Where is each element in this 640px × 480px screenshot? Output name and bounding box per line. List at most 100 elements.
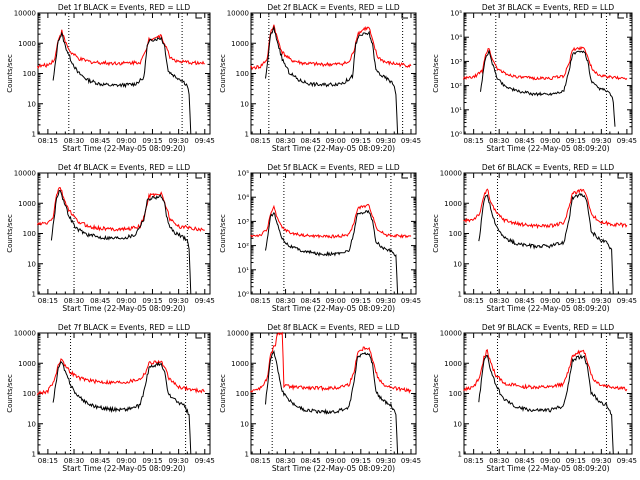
y-tick-label: 10³ bbox=[237, 218, 249, 226]
x-tick-label: 08:30 bbox=[64, 457, 84, 465]
y-tick-label: 100 bbox=[23, 70, 36, 78]
chart-title: Det 7f BLACK = Events, RED = LLD bbox=[58, 323, 191, 332]
y-tick-label: 10⁵ bbox=[237, 170, 249, 178]
x-tick-label: 08:45 bbox=[301, 457, 321, 465]
y-tick-label: 10⁰ bbox=[450, 131, 462, 139]
y-tick-label: 10² bbox=[237, 242, 249, 250]
x-tick-label: 09:00 bbox=[540, 457, 560, 465]
y-tick-label: 1000 bbox=[18, 360, 36, 368]
corner-bracket-mark bbox=[401, 173, 408, 179]
corner-bracket-mark bbox=[195, 173, 202, 179]
plot-frame bbox=[37, 12, 211, 135]
y-tick-label: 10 bbox=[240, 100, 249, 108]
x-tick-label: 08:45 bbox=[515, 137, 535, 145]
series-line-events bbox=[478, 354, 614, 455]
x-tick-label: 09:00 bbox=[116, 137, 136, 145]
plot-frame bbox=[250, 172, 417, 295]
chart-panel-6: Det 6f BLACK = Events, RED = LLD 1 10 100 10… bbox=[432, 163, 637, 313]
x-tick-label: 09:30 bbox=[376, 137, 396, 145]
x-tick-label: 08:45 bbox=[301, 297, 321, 305]
y-tick-label: 10 bbox=[453, 260, 462, 268]
y-axis-label: Counts/sec bbox=[6, 54, 14, 93]
y-tick-label: 10000 bbox=[14, 10, 36, 18]
y-tick-label: 10⁰ bbox=[237, 291, 249, 299]
x-tick-label: 08:30 bbox=[489, 137, 509, 145]
x-tick-label: 08:30 bbox=[489, 457, 509, 465]
x-tick-label: 08:30 bbox=[489, 297, 509, 305]
x-tick-label: 08:30 bbox=[64, 297, 84, 305]
chart-title: Det 1f BLACK = Events, RED = LLD bbox=[58, 3, 191, 12]
y-axis-label: Counts/sec bbox=[432, 374, 440, 413]
x-tick-label: 09:30 bbox=[376, 457, 396, 465]
x-tick-label: 09:45 bbox=[617, 297, 637, 305]
series-line-lld bbox=[462, 45, 628, 81]
chart-title: Det 4f BLACK = Events, RED = LLD bbox=[58, 163, 191, 172]
x-tick-label: 09:15 bbox=[351, 137, 371, 145]
series-line-lld bbox=[250, 24, 412, 71]
series-line-lld bbox=[36, 29, 205, 70]
x-tick-label: 08:45 bbox=[515, 457, 535, 465]
x-tick-label: 08:30 bbox=[275, 137, 295, 145]
x-tick-label: 08:15 bbox=[464, 457, 484, 465]
y-axis-label: Counts/sec bbox=[6, 214, 14, 253]
y-tick-label: 1000 bbox=[231, 360, 249, 368]
x-tick-label: 09:30 bbox=[591, 457, 611, 465]
x-tick-label: 09:15 bbox=[566, 137, 586, 145]
x-tick-label: 08:30 bbox=[275, 457, 295, 465]
x-tick-label: 09:00 bbox=[116, 297, 136, 305]
y-tick-label: 10000 bbox=[440, 330, 462, 338]
x-tick-label: 09:15 bbox=[142, 137, 162, 145]
x-axis-label: Start Time (22-May-05 08:09:20) bbox=[62, 304, 185, 313]
y-tick-label: 1000 bbox=[444, 360, 462, 368]
x-axis-label: Start Time (22-May-05 08:09:20) bbox=[272, 304, 395, 313]
x-tick-label: 09:15 bbox=[566, 297, 586, 305]
x-tick-label: 09:00 bbox=[326, 137, 346, 145]
x-tick-label: 09:30 bbox=[376, 297, 396, 305]
y-tick-label: 10¹ bbox=[450, 106, 462, 114]
x-tick-label: 09:45 bbox=[617, 137, 637, 145]
x-tick-label: 08:45 bbox=[90, 297, 110, 305]
y-axis-label: Counts/sec bbox=[219, 374, 227, 413]
y-tick-label: 10000 bbox=[14, 170, 36, 178]
y-tick-label: 10² bbox=[450, 82, 462, 90]
chart-panel-5: Det 5f BLACK = Events, RED = LLD 10⁰ 10¹ 10… bbox=[219, 163, 421, 313]
x-tick-label: 08:30 bbox=[275, 297, 295, 305]
corner-bracket-mark bbox=[617, 333, 624, 339]
corner-bracket-mark bbox=[195, 333, 202, 339]
x-tick-label: 08:45 bbox=[515, 297, 535, 305]
y-tick-label: 10 bbox=[453, 420, 462, 428]
x-axis-label: Start Time (22-May-05 08:09:20) bbox=[62, 464, 185, 473]
chart-panel-9: Det 9f BLACK = Events, RED = LLD 1 10 100 10… bbox=[432, 323, 637, 473]
series-line-events bbox=[265, 349, 399, 455]
x-tick-label: 09:00 bbox=[326, 457, 346, 465]
y-tick-label: 10¹ bbox=[237, 266, 249, 274]
y-tick-label: 10 bbox=[240, 420, 249, 428]
y-tick-label: 10 bbox=[27, 100, 36, 108]
x-tick-label: 09:30 bbox=[591, 297, 611, 305]
y-tick-label: 1 bbox=[458, 451, 462, 459]
x-tick-label: 09:45 bbox=[401, 137, 421, 145]
x-tick-label: 09:15 bbox=[351, 297, 371, 305]
y-tick-label: 100 bbox=[449, 390, 462, 398]
x-tick-label: 09:30 bbox=[169, 137, 189, 145]
plot-frame bbox=[37, 172, 211, 295]
chart-panel-2: Det 2f BLACK = Events, RED = LLD 1 10 100 10… bbox=[219, 3, 421, 153]
series-line-lld bbox=[36, 187, 205, 232]
chart-panel-8: Det 8f BLACK = Events, RED = LLD 1 10 100 10… bbox=[219, 323, 421, 473]
chart-panel-3: Det 3f BLACK = Events, RED = LLD 10⁰ 10¹ 10… bbox=[432, 3, 637, 153]
x-axis-label: Start Time (22-May-05 08:09:20) bbox=[272, 464, 395, 473]
x-tick-label: 09:15 bbox=[142, 297, 162, 305]
y-axis-label: Counts/sec bbox=[432, 54, 440, 93]
y-tick-label: 10 bbox=[27, 260, 36, 268]
plot-frame bbox=[463, 172, 633, 295]
plot-frame bbox=[463, 12, 633, 135]
plot-frame bbox=[37, 332, 211, 455]
series-line-lld bbox=[36, 358, 205, 396]
x-axis-label: Start Time (22-May-05 08:09:20) bbox=[272, 144, 395, 153]
x-tick-label: 09:45 bbox=[617, 457, 637, 465]
x-tick-label: 09:00 bbox=[116, 457, 136, 465]
corner-bracket-mark bbox=[617, 173, 624, 179]
y-tick-label: 1 bbox=[32, 291, 36, 299]
chart-title: Det 6f BLACK = Events, RED = LLD bbox=[482, 163, 615, 172]
